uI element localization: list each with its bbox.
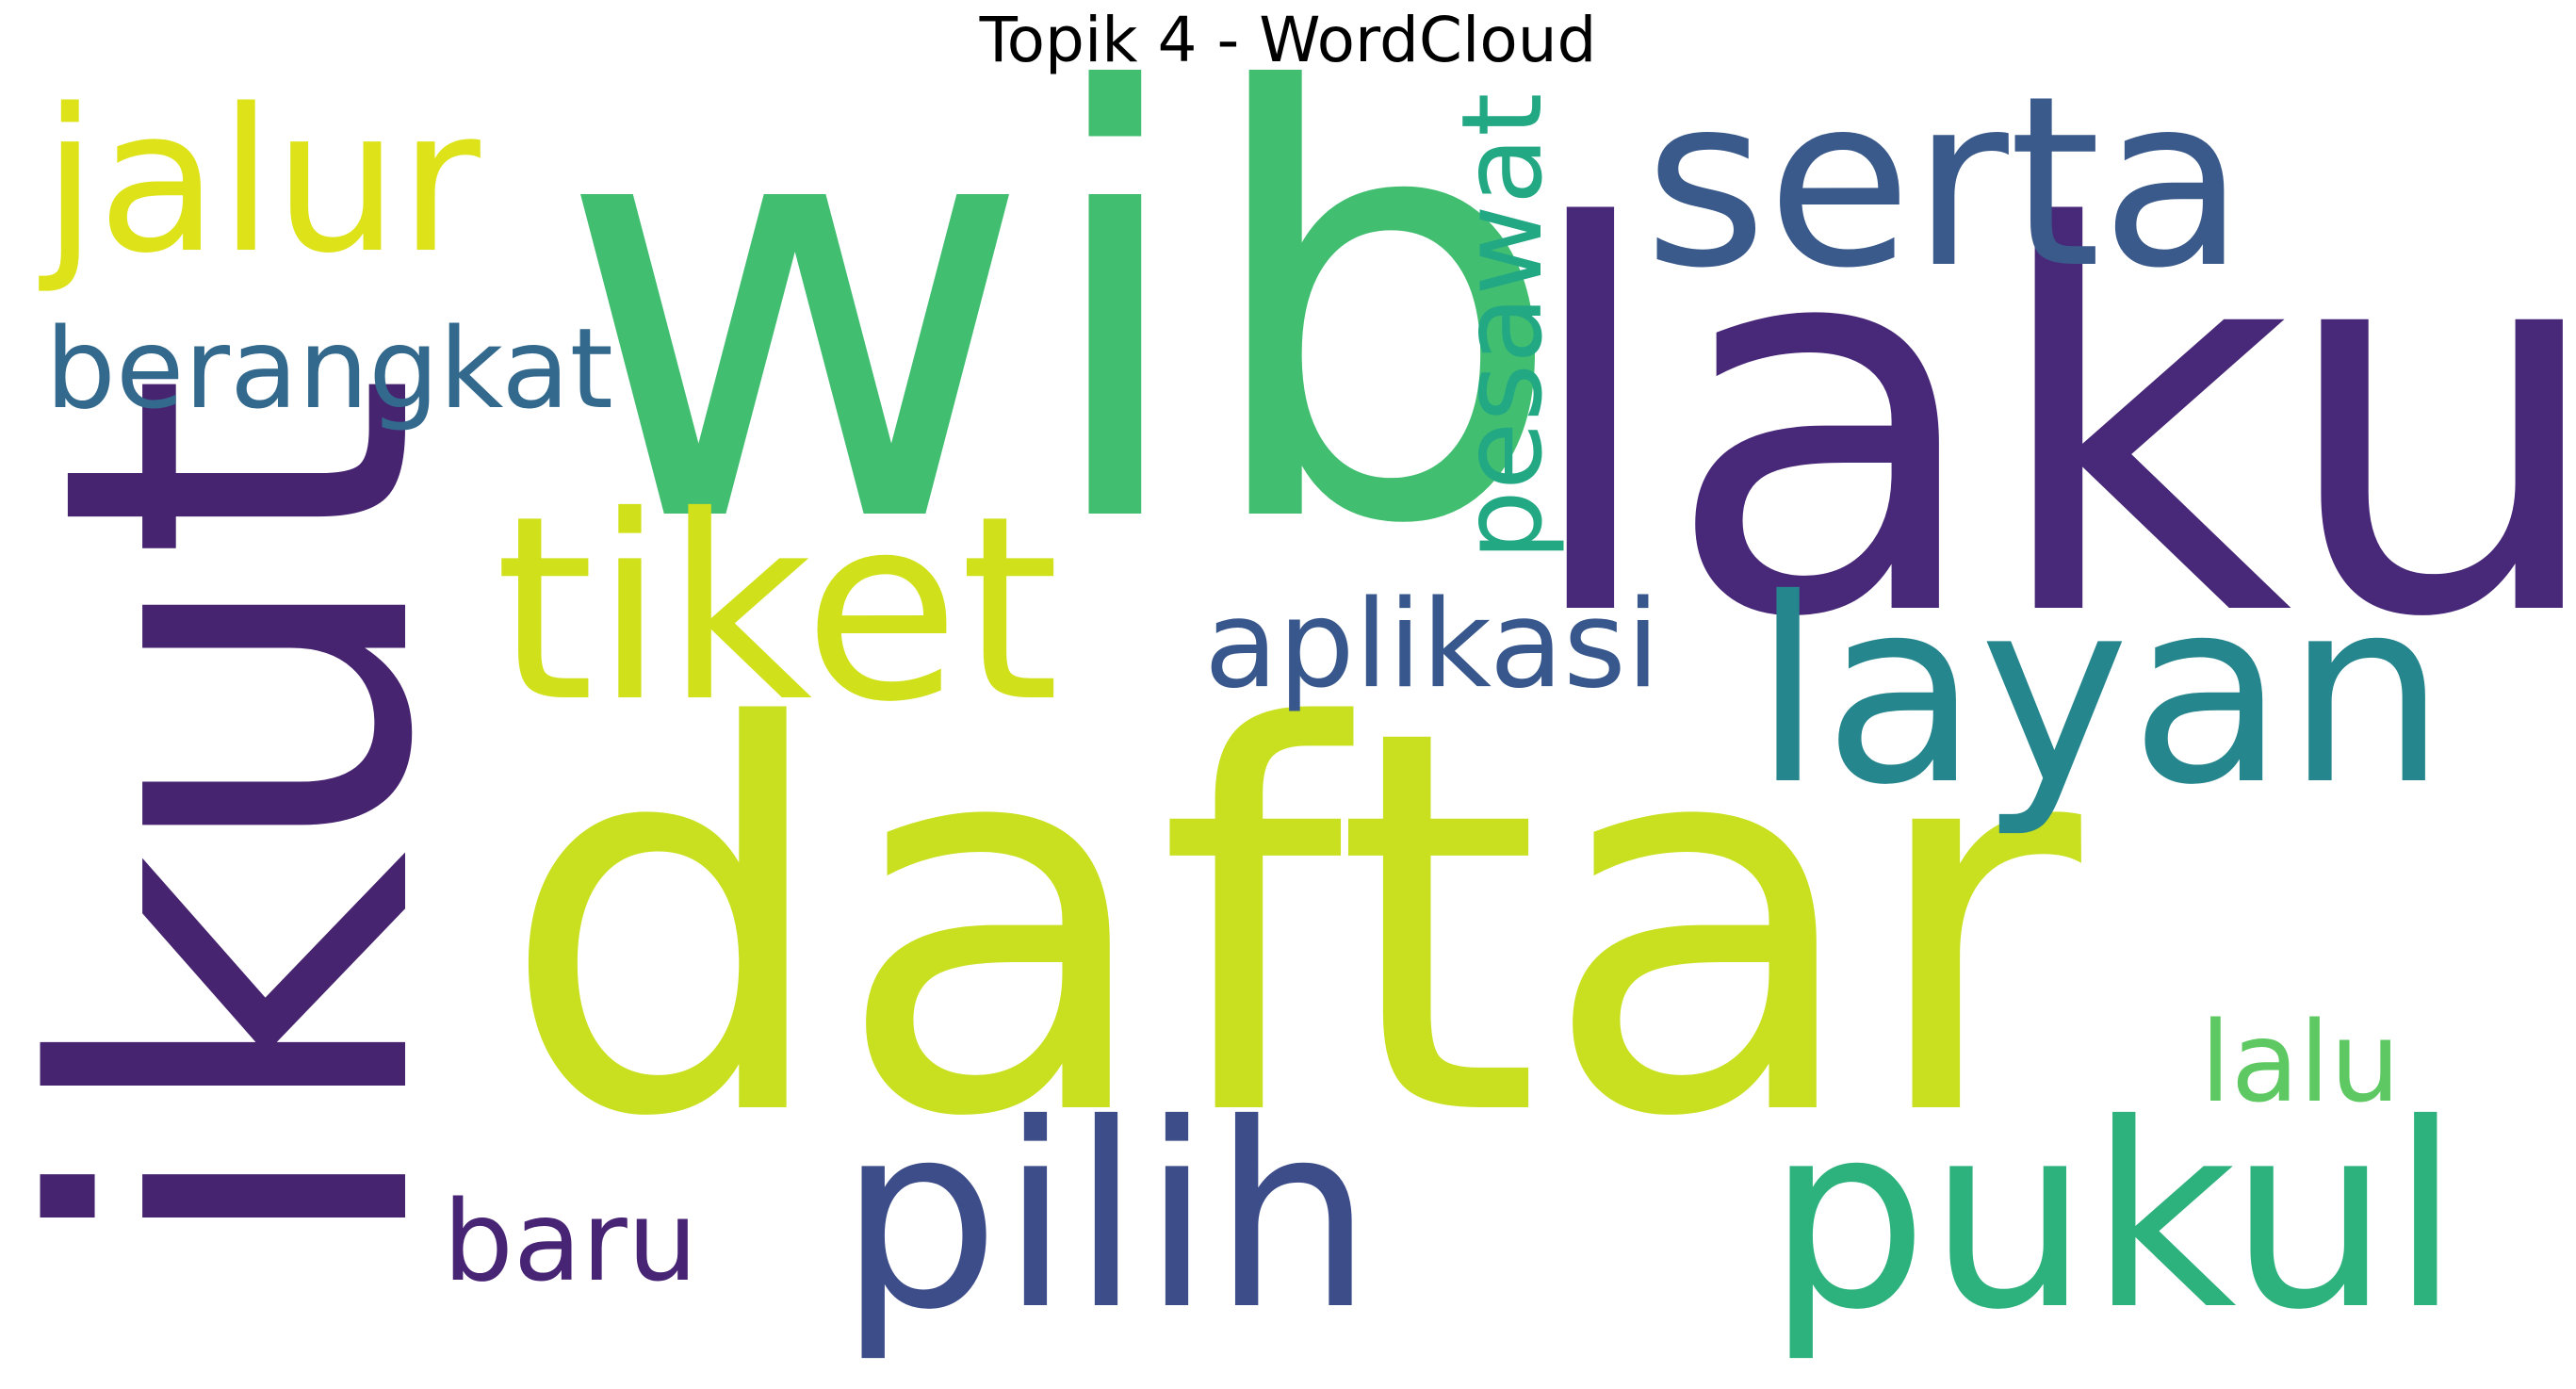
word-lalu: lalu [2200,997,2401,1127]
word-pilih: pilih [839,1069,1374,1365]
word-daftar: daftar [499,618,2087,1233]
word-wib: wib [556,0,1567,652]
word-berangkat: berangkat [45,303,613,433]
word-layan: layan [1753,544,2447,841]
word-pukul: pukul [1767,1069,2461,1365]
word-tiket: tiket [495,461,1060,758]
word-ikut: ikut [0,372,519,1263]
word-aplikasi: aplikasi [1204,575,1659,715]
word-jalur: jalur [39,66,481,297]
word-laku: laku [1517,119,2576,733]
word-pesawat: pesawat [1437,93,1567,561]
word-serta: serta [1644,45,2245,319]
chart-title: Topik 4 - WordCloud [979,4,1597,76]
word-baru: baru [443,1176,698,1306]
